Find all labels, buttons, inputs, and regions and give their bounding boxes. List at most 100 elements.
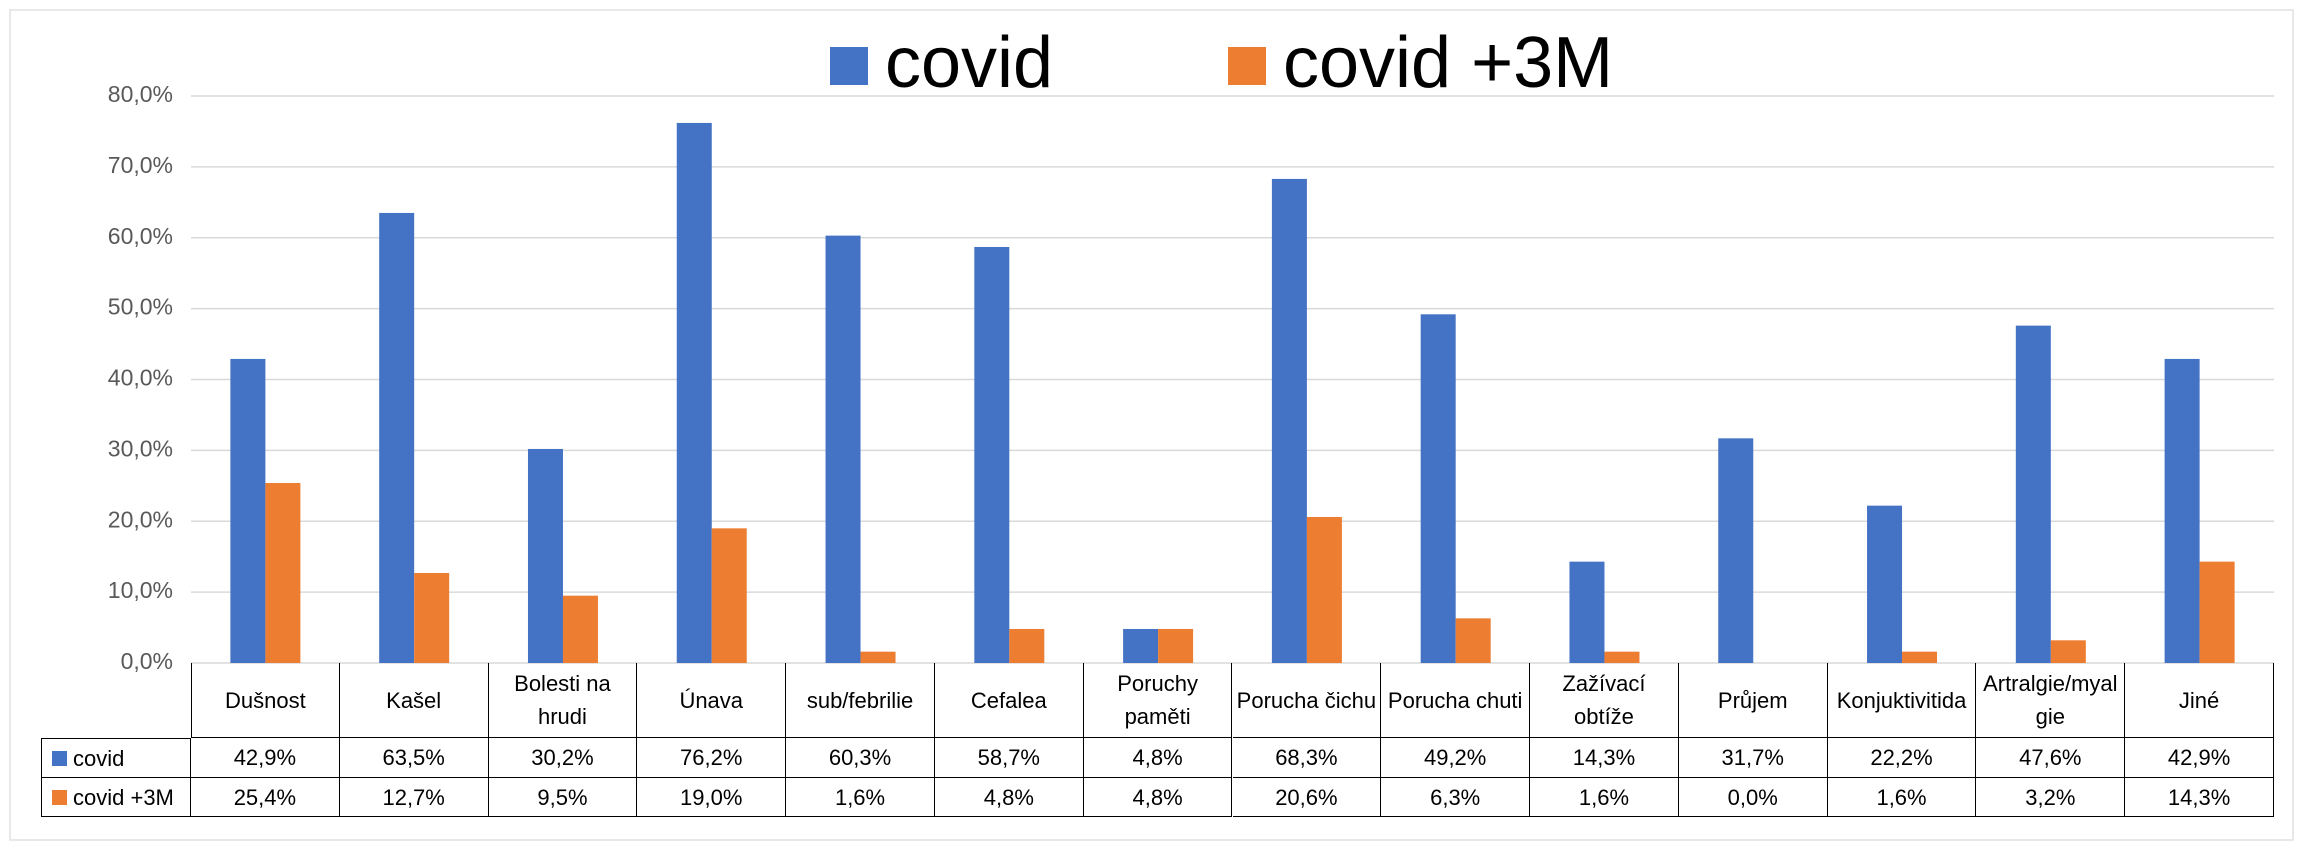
bar bbox=[711, 528, 747, 663]
table-value-cell: 31,7% bbox=[1678, 738, 1828, 778]
table-value-cell-text: 25,4% bbox=[233, 784, 297, 810]
table-header-cell-text: sub/febrilie bbox=[806, 687, 914, 713]
table-header-cell-text: Jiné bbox=[2178, 687, 2220, 713]
bar bbox=[2015, 325, 2051, 663]
legend-label: covid bbox=[885, 23, 1053, 103]
bar bbox=[265, 482, 301, 663]
table-header-cell: Průjem bbox=[1678, 663, 1828, 738]
table-value-cell-text: 4,8% bbox=[983, 784, 1034, 810]
legend-label: covid +3M bbox=[1283, 23, 1613, 103]
table-value-cell-text: 9,5% bbox=[537, 784, 588, 810]
bar bbox=[1902, 651, 1938, 663]
table-header-cell-text: Artralgie/myalgie bbox=[1983, 671, 2118, 729]
table-value-cell: 4,8% bbox=[1083, 778, 1233, 817]
table-value-cell: 14,3% bbox=[1530, 738, 1679, 778]
table-value-cell: 60,3% bbox=[786, 738, 935, 778]
y-tick-label: 10,0% bbox=[108, 577, 173, 603]
bar bbox=[1306, 516, 1342, 663]
table-key-text: covid bbox=[73, 745, 125, 771]
table-value-cell: 12,7% bbox=[339, 778, 489, 817]
table-header-cell: Poruchy paměti bbox=[1083, 663, 1233, 738]
bar bbox=[562, 595, 598, 663]
y-tick-label: 60,0% bbox=[108, 223, 173, 249]
table-value-cell-text: 0,0% bbox=[1727, 784, 1778, 810]
table-header-cell: Únava bbox=[637, 663, 787, 738]
bar bbox=[527, 448, 563, 663]
bar bbox=[1420, 314, 1456, 663]
table-value-cell: 58,7% bbox=[934, 738, 1084, 778]
y-tick-label: 80,0% bbox=[108, 81, 173, 107]
table-header-cell: sub/febrilie bbox=[786, 663, 935, 738]
bar bbox=[974, 246, 1010, 663]
chart-border bbox=[9, 9, 2294, 841]
table-value-cell: 68,3% bbox=[1232, 738, 1382, 778]
table-value-cell: 30,2% bbox=[488, 738, 638, 778]
table-value-cell: 1,6% bbox=[786, 778, 935, 817]
legend-swatch bbox=[830, 47, 868, 85]
y-tick-label: 20,0% bbox=[108, 506, 173, 532]
table-value-cell: 63,5% bbox=[339, 738, 489, 778]
table-value-cell-text: 49,2% bbox=[1423, 745, 1487, 770]
table-value-cell-text: 58,7% bbox=[977, 745, 1040, 770]
table-value-cell-text: 1,6% bbox=[1876, 784, 1927, 810]
table-value-cell: 20,6% bbox=[1232, 778, 1382, 817]
table-value-cell-text: 68,3% bbox=[1275, 745, 1338, 770]
table-header-cell: Porucha čichu bbox=[1232, 663, 1382, 738]
table-value-cell-text: 1,6% bbox=[834, 784, 886, 810]
bar bbox=[676, 122, 712, 664]
y-tick-label: 70,0% bbox=[108, 152, 173, 178]
table-value-cell: 3,2% bbox=[1976, 778, 2126, 817]
table-value-cell-text: 3,2% bbox=[2025, 784, 2076, 810]
table-header-cell-text: Kašel bbox=[386, 687, 442, 713]
table-value-cell: 4,8% bbox=[1083, 738, 1233, 778]
table-header-cell: Jiné bbox=[2125, 663, 2274, 738]
bar bbox=[414, 572, 450, 663]
table-header-cell: Kašel bbox=[339, 663, 489, 738]
table-value-cell: 4,8% bbox=[934, 778, 1084, 817]
table-value-cell-text: 6,3% bbox=[1430, 784, 1481, 810]
bar bbox=[1867, 505, 1903, 663]
table-value-cell-text: 1,6% bbox=[1578, 784, 1630, 810]
table-value-cell-text: 31,7% bbox=[1721, 745, 1784, 770]
bar bbox=[1009, 628, 1045, 663]
table-key-swatch bbox=[52, 789, 67, 805]
table-value-cell: 42,9% bbox=[191, 738, 340, 778]
table-value-cell-text: 14,3% bbox=[2167, 784, 2231, 810]
bar bbox=[1123, 628, 1159, 663]
table-value-cell-text: 20,6% bbox=[1275, 784, 1338, 810]
table-value-cell-text: 76,2% bbox=[680, 745, 743, 770]
table-header-cell-text: Únava bbox=[679, 687, 744, 713]
table-header-cell-text: Cefalea bbox=[970, 687, 1047, 713]
table-value-cell: 1,6% bbox=[1827, 778, 1977, 817]
legend-swatch bbox=[1228, 47, 1266, 85]
bar bbox=[2199, 561, 2235, 663]
table-key-text: covid +3M bbox=[73, 784, 174, 810]
bar bbox=[1271, 178, 1307, 663]
table-value-cell-text: 42,9% bbox=[2167, 745, 2231, 770]
y-tick-label: 30,0% bbox=[108, 435, 173, 461]
table-value-cell-text: 4,8% bbox=[1132, 745, 1183, 770]
bar bbox=[230, 358, 266, 663]
table-value-cell-text: 4,8% bbox=[1132, 784, 1183, 810]
table-header-cell-text: Bolesti na hrudi bbox=[514, 671, 611, 729]
table-header-cell-text: Dušnost bbox=[225, 687, 306, 713]
bar bbox=[860, 651, 896, 663]
table-value-cell-text: 19,0% bbox=[680, 784, 743, 810]
table-value-cell: 42,9% bbox=[2125, 738, 2274, 778]
bar bbox=[2164, 358, 2200, 663]
table-value-cell: 9,5% bbox=[488, 778, 638, 817]
table-header-cell-text: Zažívací obtíže bbox=[1562, 671, 1646, 729]
bar bbox=[379, 212, 415, 663]
table-value-cell: 22,2% bbox=[1827, 738, 1977, 778]
table-value-cell-text: 12,7% bbox=[382, 784, 445, 810]
table-value-cell: 0,0% bbox=[1678, 778, 1828, 817]
bar bbox=[2050, 640, 2086, 663]
bar bbox=[1604, 651, 1640, 663]
table-value-cell-text: 47,6% bbox=[2019, 745, 2082, 770]
table-header-cell-text: Průjem bbox=[1717, 687, 1788, 713]
table-header-cell: Zažívací obtíže bbox=[1530, 663, 1679, 738]
table-header-cell: Konjuktivitida bbox=[1827, 663, 1977, 738]
table-value-cell: 14,3% bbox=[2125, 778, 2274, 817]
bar bbox=[1158, 628, 1194, 663]
table-value-cell-text: 22,2% bbox=[1870, 745, 1933, 770]
